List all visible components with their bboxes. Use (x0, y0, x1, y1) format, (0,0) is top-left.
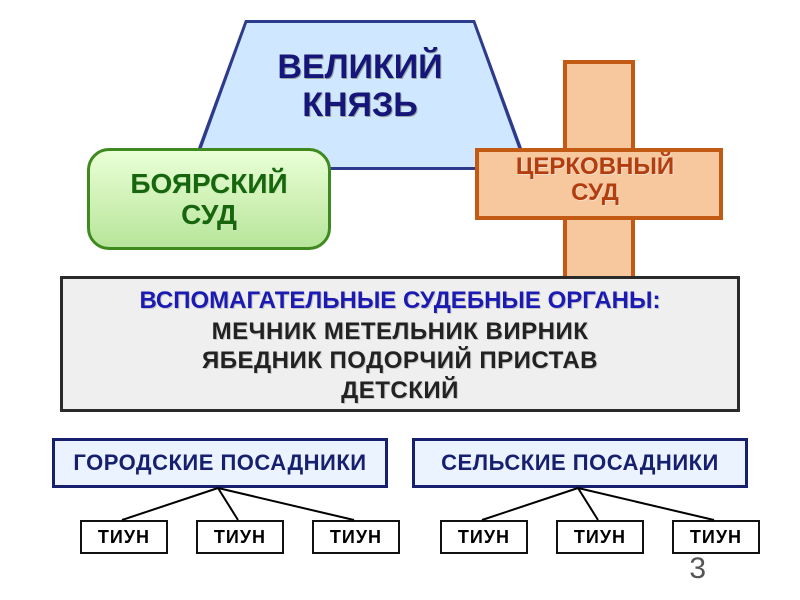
tiun-box-left-3: ТИУН (312, 520, 400, 554)
boyar-court-node: БОЯРСКИЙ СУД (87, 148, 331, 250)
auxiliary-organs-title: ВСПОМАГАТЕЛЬНЫЕ СУДЕБНЫЕ ОРГАНЫ: (63, 287, 737, 315)
church-court-node: ЦЕРКОВНЫЙ СУД (475, 60, 715, 300)
tiun-box-right-1: ТИУН (440, 520, 528, 554)
page-number: 3 (689, 552, 706, 586)
tiun-box-right-2: ТИУН (556, 520, 644, 554)
village-posadniki-box: СЕЛЬСКИЕ ПОСАДНИКИ (412, 438, 748, 488)
aux-line-3: ДЕТСКИЙ (63, 376, 737, 405)
tiun-box-left-1: ТИУН (80, 520, 168, 554)
boyar-court-line2: СУД (90, 199, 328, 230)
aux-line-2: ЯБЕДНИК ПОДОРЧИЙ ПРИСТАВ (63, 346, 737, 375)
slide: ВЕЛИКИЙ КНЯЗЬ БОЯРСКИЙ СУД ЦЕРКОВНЫЙ СУД… (0, 0, 800, 600)
aux-line-1: МЕЧНИК МЕТЕЛЬНИК ВИРНИК (63, 317, 737, 346)
tiun-box-right-3: ТИУН (672, 520, 760, 554)
church-court-line2: СУД (571, 179, 619, 206)
tiun-box-left-2: ТИУН (196, 520, 284, 554)
grand-prince-label-line2: КНЯЗЬ (302, 86, 417, 124)
auxiliary-organs-box: ВСПОМАГАТЕЛЬНЫЕ СУДЕБНЫЕ ОРГАНЫ: МЕЧНИК … (60, 276, 740, 412)
city-posadniki-box: ГОРОДСКИЕ ПОСАДНИКИ (52, 438, 388, 488)
grand-prince-label-line1: ВЕЛИКИЙ (277, 48, 442, 86)
boyar-court-line1: БОЯРСКИЙ (90, 168, 328, 199)
church-court-label: ЦЕРКОВНЫЙ СУД (475, 154, 715, 207)
auxiliary-organs-items: МЕЧНИК МЕТЕЛЬНИК ВИРНИК ЯБЕДНИК ПОДОРЧИЙ… (63, 317, 737, 405)
church-court-line1: ЦЕРКОВНЫЙ (516, 153, 674, 180)
